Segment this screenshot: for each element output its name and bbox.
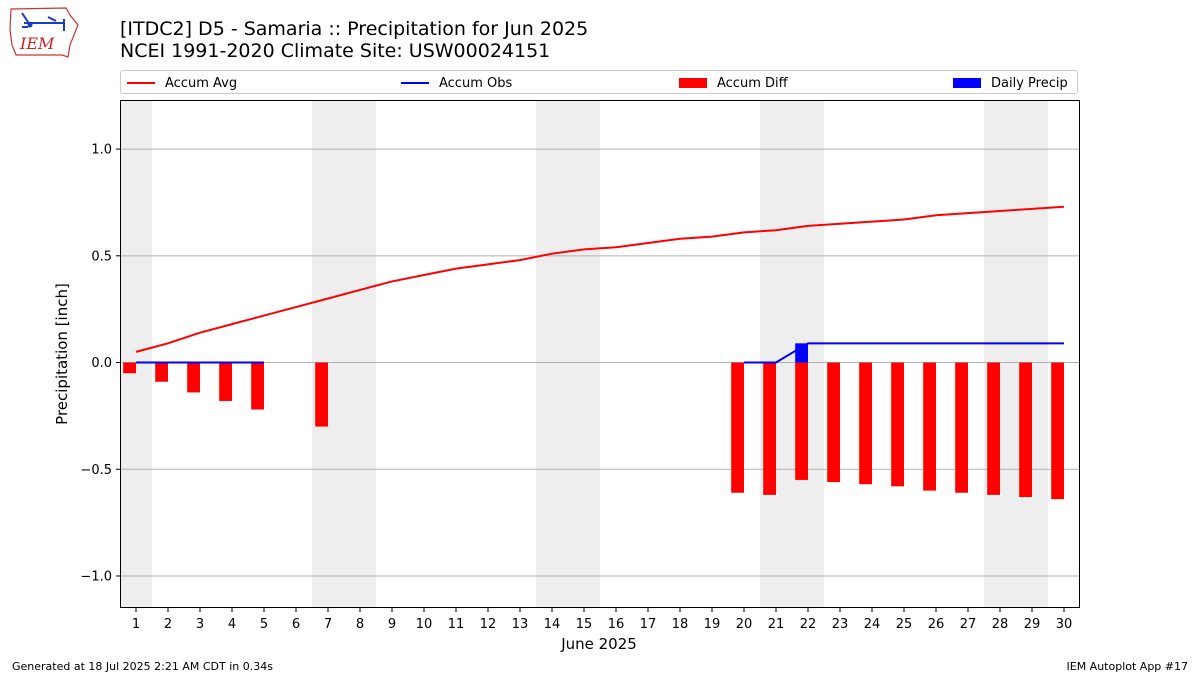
x-tick-label: 10 xyxy=(416,617,433,632)
weekend-shading xyxy=(120,100,1048,608)
legend-label-accum-avg: Accum Avg xyxy=(165,75,238,91)
x-tick-label: 14 xyxy=(544,617,561,632)
legend-swatch-accum-avg xyxy=(127,82,155,84)
weekend-shade-day-8 xyxy=(344,100,376,608)
x-tick-label: 23 xyxy=(832,617,849,632)
legend-item-accum-avg: Accum Avg xyxy=(127,73,237,93)
chart-subtitle: NCEI 1991-2020 Climate Site: USW00024151 xyxy=(120,40,551,62)
x-tick-label: 21 xyxy=(768,617,785,632)
x-tick-label: 18 xyxy=(672,617,689,632)
legend-swatch-accum-diff xyxy=(679,78,707,88)
weekend-shade-day-28 xyxy=(984,100,1016,608)
accum-obs-line-segment-2 xyxy=(744,342,1064,364)
daily-precip-bar-day-22 xyxy=(795,343,808,363)
plot-frame xyxy=(120,100,1080,608)
x-tick-label: 27 xyxy=(960,617,977,632)
x-tick-label: 9 xyxy=(388,617,396,632)
accum-diff-bar-day-21 xyxy=(763,362,776,495)
legend: Accum Avg Accum Obs Accum Diff Daily Pre… xyxy=(120,70,1078,94)
x-tick-label: 16 xyxy=(608,617,625,632)
x-tick-label: 6 xyxy=(292,617,300,632)
weekend-shade-day-29 xyxy=(1016,100,1048,608)
weekend-shade-day-21 xyxy=(760,100,792,608)
x-tick-label: 5 xyxy=(260,617,268,632)
accum-diff-bar-day-3 xyxy=(187,362,200,393)
legend-swatch-daily-precip xyxy=(953,78,981,88)
gridlines xyxy=(120,148,1080,577)
weekend-shade-day-15 xyxy=(568,100,600,608)
x-tick-label: 11 xyxy=(448,617,465,632)
legend-label-accum-diff: Accum Diff xyxy=(717,75,788,91)
x-tick-label: 29 xyxy=(1024,617,1041,632)
accum-diff-bar-day-2 xyxy=(155,362,168,382)
accum-diff-bar-day-1 xyxy=(123,362,136,374)
x-tick-label: 30 xyxy=(1056,617,1073,632)
x-tick-label: 1 xyxy=(132,617,140,632)
x-tick-label: 13 xyxy=(512,617,529,632)
legend-item-daily-precip: Daily Precip xyxy=(953,73,1068,93)
y-tick-label: −1.0 xyxy=(80,569,112,584)
accum-diff-bar-day-29 xyxy=(1019,362,1032,498)
weekend-shade-day-22 xyxy=(792,100,824,608)
accum-avg-line xyxy=(135,205,1065,353)
x-axis-label: June 2025 xyxy=(560,635,637,653)
weekend-shade-day-14 xyxy=(536,100,568,608)
x-tick-label: 20 xyxy=(736,617,753,632)
logo-text: IEM xyxy=(19,34,55,53)
accum-diff-bar-day-22 xyxy=(795,362,808,480)
x-tick-label: 17 xyxy=(640,617,657,632)
series-lines xyxy=(135,205,1065,364)
accum-diff-bar-day-28 xyxy=(987,362,1000,495)
weekend-shade-day-7 xyxy=(312,100,344,608)
axes: −1.0−0.50.00.51.01 2 3 4 5 6 7 8 9 10 11 12 13 14 15 16… xyxy=(80,143,1072,632)
x-tick-label: 25 xyxy=(896,617,913,632)
x-tick-label: 2 xyxy=(164,617,172,632)
accum-diff-bar-day-5 xyxy=(251,362,264,410)
x-tick-label: 28 xyxy=(992,617,1009,632)
x-tick-label: 12 xyxy=(480,617,497,632)
bars xyxy=(123,343,1064,500)
legend-swatch-accum-obs xyxy=(401,82,429,84)
x-tick-label: 22 xyxy=(800,617,817,632)
x-tick-label: 7 xyxy=(324,617,332,632)
accum-diff-bar-day-4 xyxy=(219,362,232,401)
y-tick-label: 1.0 xyxy=(91,143,112,158)
accum-diff-bar-day-27 xyxy=(955,362,968,493)
accum-diff-bar-day-20 xyxy=(731,362,744,493)
x-tick-label: 26 xyxy=(928,617,945,632)
y-tick-label: −0.5 xyxy=(80,463,112,478)
x-tick-label: 3 xyxy=(196,617,204,632)
y-tick-label: 0.5 xyxy=(91,249,112,264)
accum-diff-bar-day-26 xyxy=(923,362,936,491)
accum-diff-bar-day-7 xyxy=(315,362,328,427)
x-tick-label: 4 xyxy=(228,617,236,632)
iem-logo: IEM xyxy=(9,7,79,58)
weekend-shade-day-1 xyxy=(120,100,152,608)
x-tick-label: 15 xyxy=(576,617,593,632)
accum-diff-bar-day-23 xyxy=(827,362,840,483)
legend-label-accum-obs: Accum Obs xyxy=(439,75,513,91)
footer-generated: Generated at 18 Jul 2025 2:21 AM CDT in … xyxy=(12,660,273,673)
x-tick-label: 24 xyxy=(864,617,881,632)
y-tick-label: 0.0 xyxy=(91,356,112,371)
legend-item-accum-diff: Accum Diff xyxy=(679,73,788,93)
accum-diff-bar-day-30 xyxy=(1051,362,1064,500)
chart-title: [ITDC2] D5 - Samaria :: Precipitation fo… xyxy=(120,18,589,40)
legend-label-daily-precip: Daily Precip xyxy=(991,75,1068,91)
footer-app: IEM Autoplot App #17 xyxy=(1066,660,1189,673)
x-tick-label: 19 xyxy=(704,617,721,632)
legend-item-accum-obs: Accum Obs xyxy=(401,73,512,93)
accum-diff-bar-day-25 xyxy=(891,362,904,487)
x-tick-label: 8 xyxy=(356,617,364,632)
accum-diff-bar-day-24 xyxy=(859,362,872,485)
y-axis-label: Precipitation [inch] xyxy=(53,283,71,425)
